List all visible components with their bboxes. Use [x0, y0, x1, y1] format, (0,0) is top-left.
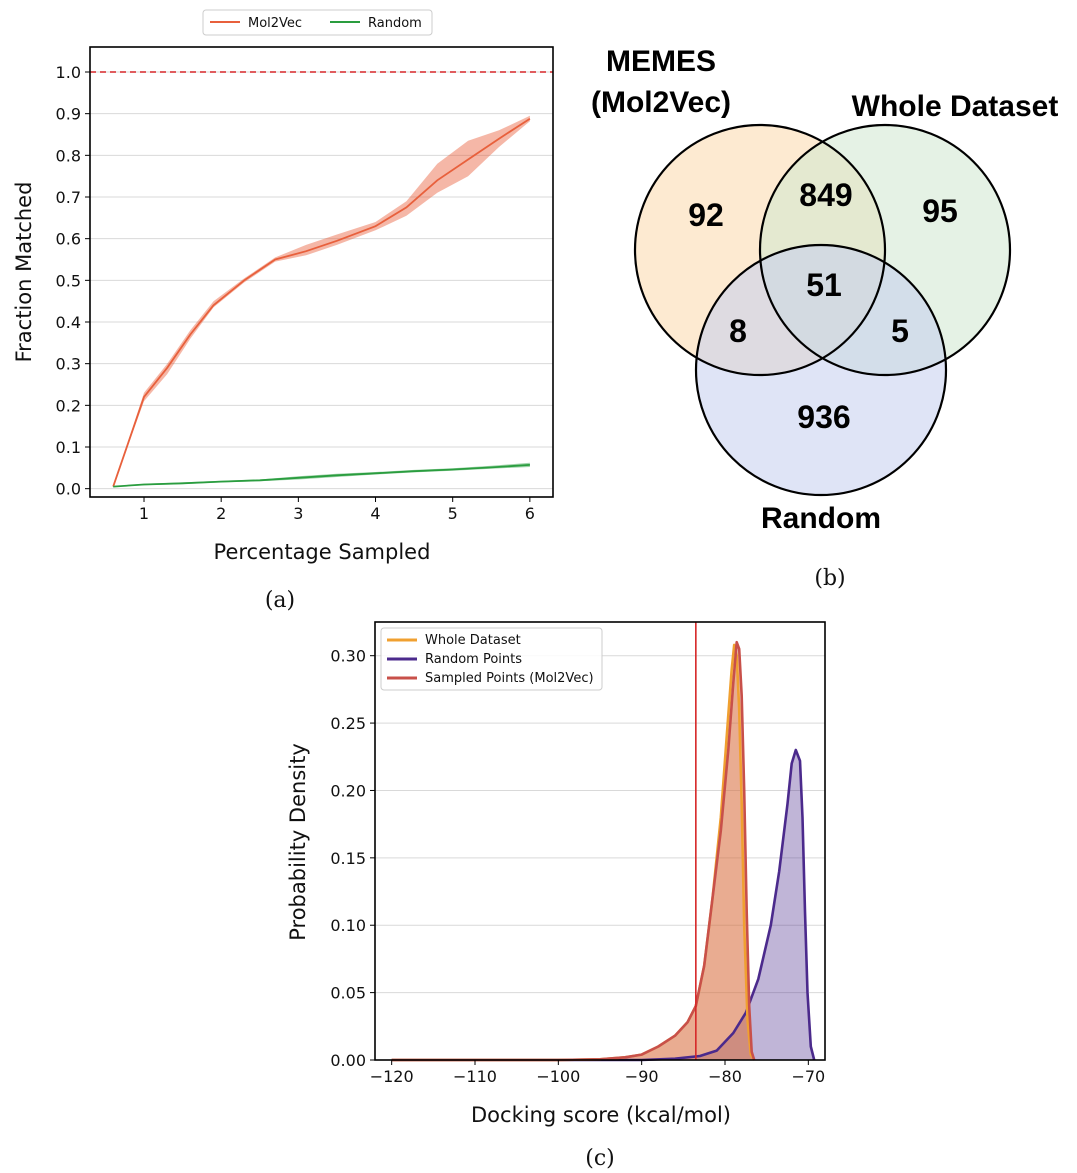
panel-a-y-tick-label: 0.6 — [56, 230, 81, 249]
venn-outline-whole-dataset — [758, 123, 1012, 377]
panel-a-y-tick-label: 0.1 — [56, 438, 81, 457]
legend-label-random: Random — [368, 16, 422, 31]
panel-a-line-chart: 0.0 0.1 0.2 0.3 0.4 0.5 0.6 0.7 0.8 0.9 1.0 1 2 3 4 5 6… — [12, 9, 554, 613]
panel-a-legend-box — [202, 9, 433, 36]
density-line-random-points — [391, 748, 816, 1062]
venn-label-memes-line2: (Mol2Vec) — [591, 86, 731, 119]
panel-a-y-tick-label: 0.4 — [56, 313, 81, 332]
density-area-random-points — [391, 750, 815, 1060]
venn-label-whole-dataset: Whole Dataset — [852, 90, 1059, 123]
panel-a-x-tick-label: 3 — [293, 504, 303, 523]
panel-a-y-tick-label: 0.3 — [56, 355, 81, 374]
panel-a-y-axis-label: Fraction Matched — [12, 182, 36, 363]
panel-a-x-ticks: 1 2 3 4 5 6 — [139, 497, 535, 523]
venn-count-all-three: 51 — [806, 267, 842, 303]
venn-label-memes-line1: MEMES — [606, 45, 716, 78]
panel-a-y-tick-label: 0.0 — [56, 480, 81, 499]
panel-c-y-tick-label: 0.05 — [330, 984, 366, 1003]
venn-count-whole-random: 5 — [891, 313, 909, 349]
venn-count-memes-only: 92 — [688, 197, 724, 233]
venn-count-whole-only: 95 — [922, 193, 958, 229]
panel-c-x-ticks: −120 −110 −100 −90 −80 −70 — [370, 1060, 825, 1086]
panel-a-y-tick-label: 0.9 — [56, 105, 81, 124]
panel-c-legend: Whole Dataset Random Points Sampled Poin… — [380, 627, 603, 691]
venn-count-random-only: 936 — [797, 399, 850, 435]
panel-a-y-tick-label: 1.0 — [56, 63, 81, 82]
panel-a-x-tick-label: 6 — [525, 504, 535, 523]
density-line-sampled-points-mol2vec — [391, 640, 756, 1062]
panel-c-x-axis-label: Docking score (kcal/mol) — [471, 1103, 731, 1127]
venn-circle-random — [696, 245, 946, 495]
panel-a-y-ticks: 0.0 0.1 0.2 0.3 0.4 0.5 0.6 0.7 0.8 0.9 1.0 — [56, 63, 90, 499]
panel-c-legend-box — [380, 627, 603, 691]
panel-c-y-tick-label: 0.00 — [330, 1051, 366, 1070]
panel-c-x-tick-label: −120 — [370, 1067, 414, 1086]
panel-c-y-ticks: 0.00 0.05 0.10 0.15 0.20 0.25 0.30 — [330, 647, 375, 1070]
caption-b: (b) — [814, 566, 845, 591]
panel-c-y-axis-label: Probability Density — [286, 743, 310, 941]
legend-label-mol2vec: Mol2Vec — [248, 16, 302, 31]
legend-label-whole-dataset: Whole Dataset — [425, 633, 521, 648]
panel-c-y-tick-label: 0.30 — [330, 647, 366, 666]
panel-c-plot-frame — [374, 621, 826, 1061]
panel-c-y-tick-label: 0.25 — [330, 714, 366, 733]
panel-c-x-tick-label: −90 — [625, 1067, 659, 1086]
panel-c-y-tick-label: 0.15 — [330, 849, 366, 868]
panel-a-plot-frame — [89, 46, 554, 498]
venn-outline-random — [694, 243, 948, 497]
panel-a-confidence-bands — [113, 115, 530, 487]
panel-a-y-tick-label: 0.7 — [56, 188, 81, 207]
panel-a-x-axis-label: Percentage Sampled — [214, 540, 431, 564]
density-area-sampled-points-mol2vec — [391, 642, 755, 1060]
panel-c-y-tick-label: 0.10 — [330, 916, 366, 935]
band-mol2vec — [113, 115, 530, 487]
venn-outline-memes — [633, 123, 887, 377]
panel-a-series-lines — [112, 117, 531, 488]
panel-a-x-tick-label: 1 — [139, 504, 149, 523]
panel-c-density-chart: 0.00 0.05 0.10 0.15 0.20 0.25 0.30 −120 −110 −10… — [286, 621, 826, 1171]
caption-a: (a) — [265, 588, 295, 613]
panel-a-y-tick-label: 0.5 — [56, 271, 81, 290]
caption-c: (c) — [585, 1146, 615, 1171]
panel-c-x-tick-label: −110 — [453, 1067, 497, 1086]
panel-c-x-tick-label: −80 — [708, 1067, 742, 1086]
panel-c-density-lines — [391, 640, 816, 1062]
series-line-random — [113, 464, 530, 488]
venn-label-random: Random — [761, 502, 881, 535]
panel-a-x-tick-label: 2 — [216, 504, 226, 523]
panel-a-x-tick-label: 5 — [448, 504, 458, 523]
panel-b-venn-diagram: MEMES (Mol2Vec) Whole Dataset Random 92 … — [591, 45, 1058, 591]
panel-a-legend: Mol2Vec Random — [202, 9, 433, 36]
panel-c-x-tick-label: −70 — [791, 1067, 825, 1086]
venn-count-memes-whole: 849 — [799, 177, 852, 213]
panel-c-y-tick-label: 0.20 — [330, 781, 366, 800]
panel-a-x-tick-label: 4 — [370, 504, 380, 523]
panel-a-y-tick-label: 0.8 — [56, 146, 81, 165]
panel-a-grid — [90, 71, 553, 490]
legend-label-random-points: Random Points — [425, 652, 522, 667]
panel-a-y-tick-label: 0.2 — [56, 396, 81, 415]
panel-c-density-areas — [391, 642, 815, 1060]
band-random — [113, 462, 530, 487]
series-line-mol2vec — [112, 117, 531, 487]
legend-label-sampled-points: Sampled Points (Mol2Vec) — [425, 671, 594, 686]
density-area-whole-dataset — [391, 644, 755, 1060]
panel-c-x-tick-label: −100 — [536, 1067, 580, 1086]
venn-count-memes-random: 8 — [729, 313, 747, 349]
